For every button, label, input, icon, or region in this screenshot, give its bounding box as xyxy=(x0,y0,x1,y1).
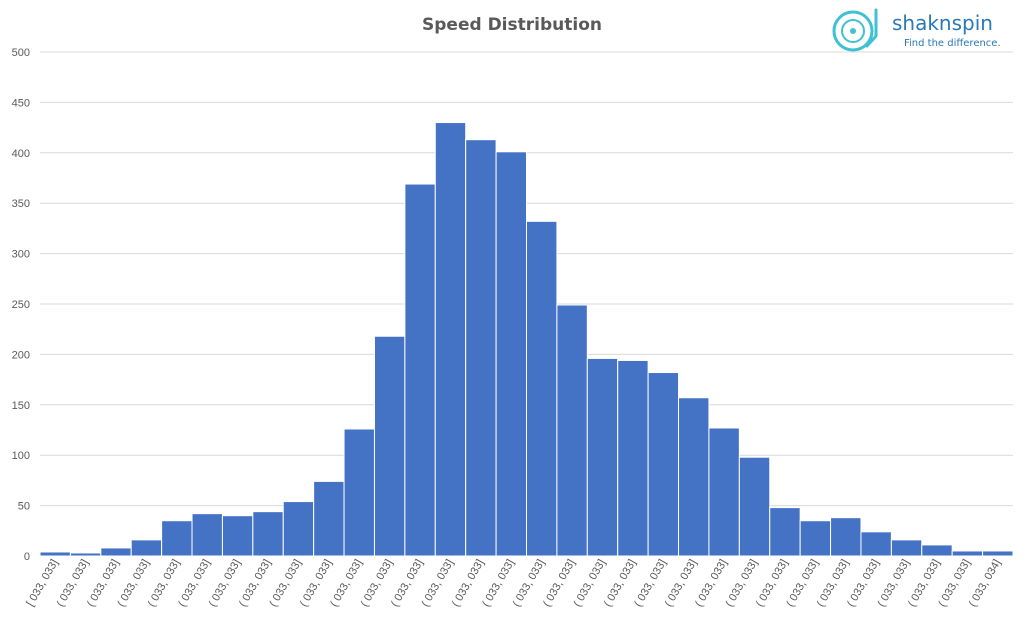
y-tick-label: 50 xyxy=(18,501,30,513)
histogram-bar xyxy=(191,513,223,557)
y-tick-label: 0 xyxy=(24,551,30,563)
logo-tagline: Find the difference. xyxy=(904,38,1001,49)
x-tick-label: ( 033, 034] xyxy=(967,558,1004,610)
histogram-bar xyxy=(69,552,102,557)
logo-wordmark: shaknspin xyxy=(892,11,993,35)
histogram-bar xyxy=(830,517,862,557)
histogram-bar xyxy=(678,397,710,557)
histogram-bar xyxy=(526,220,558,557)
histogram-bar xyxy=(951,550,984,557)
histogram-bar xyxy=(313,480,345,557)
chart-title: Speed Distribution xyxy=(422,15,602,35)
brand-logo: shaknspin Find the difference. xyxy=(832,8,1001,52)
histogram-bar xyxy=(39,551,71,557)
histogram-bar xyxy=(252,511,284,557)
histogram-bar xyxy=(617,359,649,557)
histogram-bar xyxy=(404,183,436,557)
y-tick-label: 150 xyxy=(12,400,30,412)
y-tick-label: 400 xyxy=(12,148,30,160)
y-tick-label: 300 xyxy=(12,249,30,261)
y-tick-label: 350 xyxy=(12,198,30,210)
y-tick-label: 250 xyxy=(12,299,30,311)
histogram-bar xyxy=(282,501,315,557)
histogram-bar xyxy=(708,427,740,557)
histogram-bar xyxy=(860,531,892,557)
histogram-bar xyxy=(769,507,801,557)
y-axis-ticks: 0 50 100 150 200 250 300 350 400 450 500 xyxy=(12,47,30,563)
bars xyxy=(39,122,1014,557)
histogram-bar xyxy=(465,139,497,557)
x-axis-ticks: [ 033, 033]( 033, 033]( 033, 033]( 033, … xyxy=(24,558,1003,610)
histogram-bar xyxy=(921,544,953,557)
histogram-bar xyxy=(495,151,527,557)
y-tick-label: 450 xyxy=(12,97,30,109)
histogram-bar xyxy=(738,456,771,557)
histogram-bar xyxy=(130,539,163,557)
histogram-bar xyxy=(100,547,132,557)
histogram-bar xyxy=(373,335,406,557)
histogram-bar xyxy=(647,372,680,557)
y-tick-label: 200 xyxy=(12,349,30,361)
histogram-bar xyxy=(556,304,588,557)
histogram-bar xyxy=(343,428,375,557)
histogram-bar xyxy=(799,520,832,557)
histogram-bar xyxy=(982,550,1014,557)
histogram-bar xyxy=(221,515,254,557)
histogram-bar xyxy=(890,539,923,557)
histogram-bar xyxy=(434,122,467,557)
y-tick-label: 500 xyxy=(12,47,30,59)
record-icon xyxy=(832,8,878,52)
y-tick-label: 100 xyxy=(12,450,30,462)
histogram-bar xyxy=(161,520,193,557)
histogram-bar xyxy=(586,357,619,557)
